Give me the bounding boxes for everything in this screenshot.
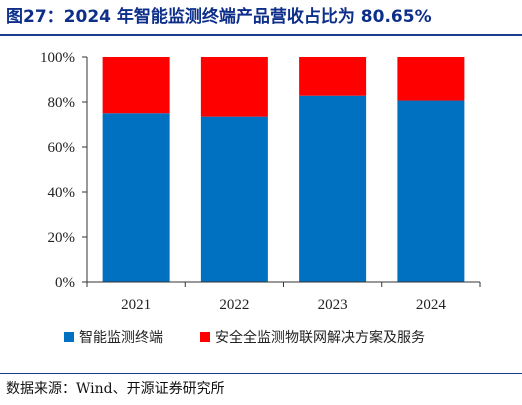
x-tick-label: 2021 [121,297,151,313]
y-tick-label: 80% [48,95,76,111]
bar-2022-series-1 [200,116,268,282]
source-divider [0,373,522,374]
bar-2023-series-1 [299,95,367,282]
source-note: 数据来源：Wind、开源证券研究所 [6,381,225,397]
bar-2022-series-2 [200,57,268,117]
y-axis: 0% 20% 40% 60% 80% 100% [40,50,88,291]
legend-label-series-1: 智能监测终端 [79,330,163,346]
y-tick-label: 40% [48,185,76,201]
legend-swatch-series-1 [64,332,74,342]
y-tick-label: 60% [48,140,76,156]
bar-2021-series-1 [102,113,170,282]
bar-2021-series-2 [102,57,170,114]
x-tick-label: 2024 [416,297,447,313]
y-tick-label: 100% [40,50,75,66]
x-tick-label: 2022 [219,297,249,313]
figure-title: 图27：2024 年智能监测终端产品营收占比为 80.65% [6,7,432,27]
bar-2023-series-2 [299,57,367,96]
x-axis: 2021 2022 2023 2024 [86,281,481,313]
y-tick-label: 0% [55,275,75,291]
stacked-bar-chart: 0% 20% 40% 60% 80% 100% 2021 2022 2023 2024 智能监测… [40,50,481,346]
x-tick-label: 2023 [318,297,348,313]
y-tick-label: 20% [48,230,76,246]
bar-2024-series-2 [397,57,465,101]
bar-2024-series-1 [397,100,465,282]
legend-label-series-2: 安全全监测物联网解决方案及服务 [215,329,425,346]
plot-area [102,57,465,282]
legend-swatch-series-2 [200,332,210,342]
title-divider [0,34,522,36]
legend: 智能监测终端 安全全监测物联网解决方案及服务 [64,329,425,346]
